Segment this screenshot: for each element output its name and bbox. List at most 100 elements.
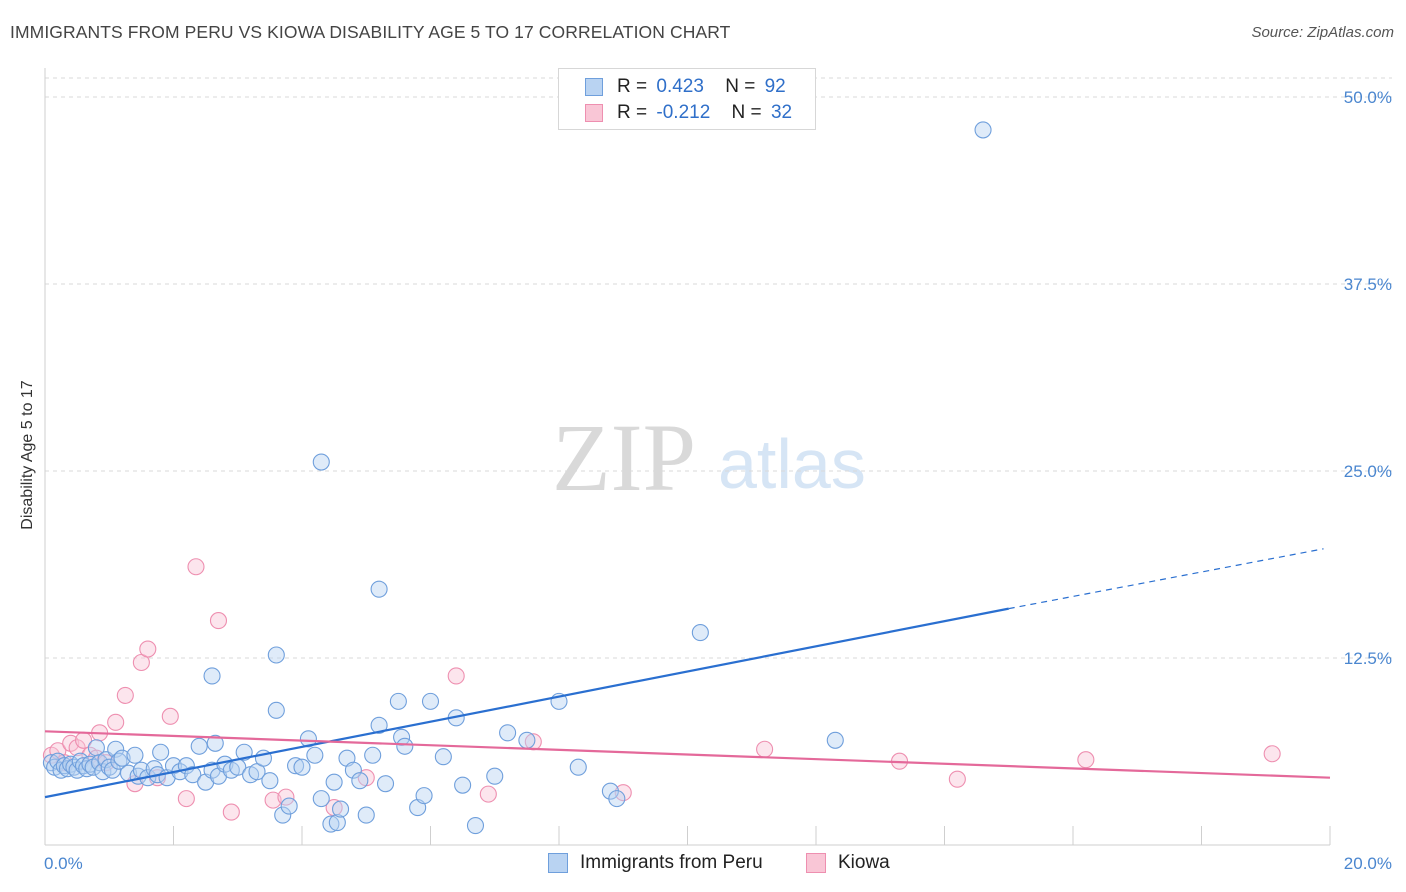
peru-point — [351, 772, 369, 790]
peru-swatch — [585, 78, 603, 96]
y-tick-label: 50.0% — [1344, 88, 1392, 107]
peru-point — [261, 772, 279, 790]
peru-legend-label: Immigrants from Peru — [580, 852, 763, 873]
source-label: Source: ZipAtlas.com — [1251, 24, 1394, 41]
kiowa-point — [948, 770, 966, 788]
peru-point — [518, 731, 536, 749]
peru-point — [393, 728, 411, 746]
kiowa-point — [107, 713, 125, 731]
y-tick-label: 25.0% — [1344, 462, 1392, 481]
peru-point — [184, 766, 202, 784]
peru-point — [415, 787, 433, 805]
peru-point — [113, 749, 131, 767]
legend-n-value: 92 — [764, 76, 786, 97]
kiowa-trend-line — [44, 730, 1331, 779]
peru-point — [126, 746, 144, 764]
peru-point — [322, 815, 340, 833]
peru-legend-swatch — [548, 853, 568, 873]
peru-point — [389, 692, 407, 710]
peru-point — [325, 773, 343, 791]
peru-point — [164, 757, 183, 775]
y-tick-label: 12.5% — [1344, 649, 1392, 668]
kiowa-legend-swatch — [806, 853, 826, 873]
correlation-legend: R = 0.423 N = 92 R = -0.212 N = 32 — [558, 68, 816, 130]
peru-point — [152, 743, 170, 761]
kiowa-point — [447, 667, 465, 685]
peru-point — [267, 646, 285, 664]
peru-trend-extension — [1008, 548, 1324, 610]
kiowa-point — [614, 784, 632, 802]
peru-point — [370, 580, 388, 598]
peru-point — [280, 797, 298, 815]
kiowa-point — [161, 707, 179, 725]
kiowa-point — [756, 740, 774, 758]
peru-point — [235, 743, 253, 761]
peru-point — [344, 761, 362, 779]
kiowa-point — [187, 558, 205, 576]
legend-n-label: N = — [725, 76, 756, 97]
trend-lines — [44, 548, 1331, 799]
peru-point — [357, 806, 375, 824]
tick-labels: 12.5% 25.0% 37.5% 50.0% 0.0% 20.0% — [44, 88, 1392, 873]
y-tick-label: 37.5% — [1344, 275, 1392, 294]
peru-point — [190, 737, 208, 755]
x-tick-label: 0.0% — [44, 854, 83, 873]
peru-point — [364, 746, 382, 764]
legend-r-label: R = — [617, 102, 648, 123]
peru-point — [608, 790, 626, 808]
kiowa-swatch — [585, 104, 603, 122]
axes — [44, 68, 1331, 846]
peru-point — [293, 758, 311, 776]
peru-point — [306, 746, 324, 764]
kiowa-point — [177, 790, 195, 808]
kiowa-legend-label: Kiowa — [838, 852, 890, 873]
peru-point — [110, 752, 128, 770]
peru-point — [103, 761, 122, 779]
kiowa-point — [116, 686, 134, 704]
grid-lines — [45, 77, 1392, 659]
peru-point — [267, 701, 285, 719]
peru-point — [100, 758, 118, 776]
kiowa-point — [264, 791, 282, 809]
kiowa-point — [479, 785, 497, 803]
kiowa-point — [222, 803, 240, 821]
peru-point — [312, 453, 330, 471]
kiowa-point — [139, 640, 157, 658]
peru-point — [826, 731, 844, 749]
chart-title: IMMIGRANTS FROM PERU VS KIOWA DISABILITY… — [10, 22, 731, 42]
kiowa-points — [42, 558, 1281, 821]
legend-r-value: 0.423 — [656, 76, 704, 97]
peru-point — [328, 814, 346, 832]
x-tick-label: 20.0% — [1344, 854, 1392, 873]
peru-trend-line — [44, 607, 1009, 799]
peru-point — [974, 121, 992, 139]
kiowa-point — [1263, 745, 1281, 763]
peru-point — [312, 790, 330, 808]
peru-point — [287, 757, 305, 775]
watermark-atlas: atlas — [718, 425, 866, 503]
kiowa-point — [209, 612, 228, 630]
peru-point — [206, 734, 224, 752]
peru-point — [454, 776, 472, 794]
legend-r-label: R = — [617, 76, 648, 97]
kiowa-point — [277, 788, 295, 806]
peru-point — [421, 692, 440, 710]
peru-point — [691, 624, 709, 642]
peru-point — [331, 800, 350, 818]
peru-point — [396, 737, 414, 755]
legend-n-label: N = — [731, 102, 762, 123]
watermark-zip: ZIP — [552, 404, 696, 511]
peru-point — [466, 817, 485, 835]
peru-point — [434, 748, 452, 766]
peru-point — [486, 767, 504, 785]
peru-points — [42, 121, 992, 835]
peru-point — [274, 806, 292, 824]
legend-n-value: 32 — [770, 102, 793, 123]
peru-point — [203, 667, 221, 685]
peru-point — [62, 755, 80, 773]
peru-point — [376, 775, 395, 793]
peru-point — [299, 730, 317, 748]
kiowa-point — [1077, 751, 1095, 769]
peru-point — [569, 758, 587, 776]
